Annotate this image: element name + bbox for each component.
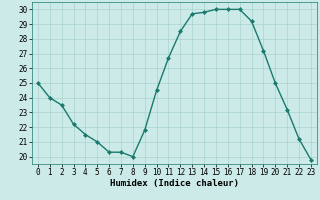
X-axis label: Humidex (Indice chaleur): Humidex (Indice chaleur): [110, 179, 239, 188]
